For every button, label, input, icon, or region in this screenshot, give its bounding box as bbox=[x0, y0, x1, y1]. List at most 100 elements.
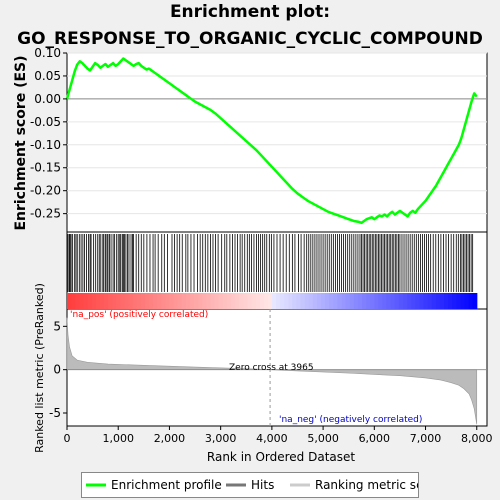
rank-color-segment bbox=[394, 293, 400, 309]
es-panel bbox=[66, 52, 488, 233]
rank-color-segment bbox=[443, 293, 449, 309]
rank-color-segment bbox=[255, 293, 261, 309]
x-tick-label: 7,000 bbox=[410, 432, 442, 445]
rank-color-segment bbox=[415, 293, 420, 309]
rank-color-segment bbox=[235, 293, 240, 309]
metric-ytick-label: 5 bbox=[53, 319, 61, 333]
rank-color-segment bbox=[181, 293, 187, 309]
zero-cross-label: Zero cross at 3965 bbox=[229, 363, 314, 373]
neg-label: 'na_neg' (negatively correlated) bbox=[279, 415, 422, 425]
rank-color-segment bbox=[243, 293, 248, 309]
rank-color-segment bbox=[349, 293, 355, 309]
rank-color-segment bbox=[427, 293, 433, 309]
es-ytick-label: -0.25 bbox=[30, 207, 61, 221]
es-ytick-label: 0.00 bbox=[34, 92, 61, 106]
rank-color-segment bbox=[460, 293, 466, 309]
rank-color-segment bbox=[357, 293, 363, 309]
rank-color-segment bbox=[107, 293, 113, 309]
rank-color-segment bbox=[398, 293, 404, 309]
rank-color-segment bbox=[362, 293, 367, 309]
rank-color-segment bbox=[411, 293, 416, 309]
rank-color-segment bbox=[333, 293, 339, 309]
rank-color-segment bbox=[198, 293, 203, 309]
rank-color-segment bbox=[382, 293, 388, 309]
rank-color-segment bbox=[292, 293, 298, 309]
rank-color-segment bbox=[148, 293, 154, 309]
rank-color-segment bbox=[165, 293, 171, 309]
pos-label: 'na_pos' (positively correlated) bbox=[70, 310, 208, 320]
rank-color-segment bbox=[161, 293, 166, 309]
rank-color-segment bbox=[136, 293, 142, 309]
rank-color-segment bbox=[452, 293, 457, 309]
rank-color-segment bbox=[202, 293, 207, 309]
rank-color-segment bbox=[140, 293, 146, 309]
rank-color-segment bbox=[173, 293, 179, 309]
rank-color-segment bbox=[71, 293, 76, 309]
x-tick-label: 5,000 bbox=[307, 432, 339, 445]
legend-metric-label: Ranking metric scores bbox=[315, 478, 418, 492]
rank-color-segment bbox=[280, 293, 285, 309]
rank-color-segment bbox=[99, 293, 105, 309]
metric-ytick-label: -5 bbox=[49, 406, 61, 420]
legend-hits-label: Hits bbox=[251, 478, 274, 492]
rank-color-segment bbox=[222, 293, 228, 309]
rank-color-segment bbox=[378, 293, 384, 309]
rank-color-segment bbox=[210, 293, 216, 309]
rank-color-segment bbox=[370, 293, 375, 309]
es-ytick-label: 0.05 bbox=[34, 69, 61, 83]
legend-profile-label: Enrichment profile bbox=[111, 478, 222, 492]
rank-color-segment bbox=[341, 293, 347, 309]
rank-color-segment bbox=[374, 293, 380, 309]
rank-color-segment bbox=[79, 293, 84, 309]
rank-color-segment bbox=[325, 293, 330, 309]
rank-color-segment bbox=[259, 293, 265, 309]
rank-color-segment bbox=[423, 293, 429, 309]
rank-color-segment bbox=[321, 293, 326, 309]
es-ytick-label: -0.20 bbox=[30, 184, 61, 198]
rank-color-segment bbox=[288, 293, 293, 309]
rank-color-segment bbox=[468, 293, 474, 309]
rank-color-segment bbox=[263, 293, 269, 309]
rank-color-segment bbox=[472, 293, 478, 309]
rank-color-segment bbox=[251, 293, 257, 309]
rank-color-segment bbox=[185, 293, 191, 309]
rank-color-segment bbox=[75, 293, 80, 309]
es-ylabel: Enrichment score (ES) bbox=[13, 55, 29, 230]
rank-color-segment bbox=[169, 293, 175, 309]
rank-color-segment bbox=[403, 293, 408, 309]
rank-color-segment bbox=[206, 293, 212, 309]
es-ytick-label: -0.15 bbox=[30, 161, 61, 175]
rank-color-segment bbox=[103, 293, 109, 309]
rank-color-segment bbox=[316, 293, 322, 309]
x-tick-label: 1,000 bbox=[102, 432, 134, 445]
rank-color-segment bbox=[464, 293, 470, 309]
rank-color-segment bbox=[284, 293, 289, 309]
legend: Enrichment profile Hits Ranking metric s… bbox=[81, 472, 419, 498]
rank-color-segment bbox=[157, 293, 162, 309]
rank-color-segment bbox=[407, 293, 412, 309]
rank-color-segment bbox=[337, 293, 343, 309]
x-axis-label: Rank in Ordered Dataset bbox=[207, 450, 355, 464]
x-tick-label: 4,000 bbox=[256, 432, 288, 445]
rank-color-segment bbox=[83, 293, 89, 309]
rank-color-segment bbox=[247, 293, 252, 309]
rank-color-segment bbox=[390, 293, 396, 309]
rank-color-segment bbox=[304, 293, 310, 309]
metric-ytick-label: 0 bbox=[53, 363, 61, 377]
rank-color-segment bbox=[194, 293, 199, 309]
chart-title-line2: GO_RESPONSE_TO_ORGANIC_CYCLIC_COMPOUND bbox=[17, 29, 483, 49]
rank-color-segment bbox=[112, 293, 117, 309]
rank-color-segment bbox=[435, 293, 441, 309]
es-ytick-label: -0.05 bbox=[30, 115, 61, 129]
x-tick-label: 3,000 bbox=[205, 432, 237, 445]
rank-color-segment bbox=[267, 293, 273, 309]
rank-color-segment bbox=[366, 293, 371, 309]
x-tick-label: 6,000 bbox=[359, 432, 391, 445]
rank-color-segment bbox=[296, 293, 302, 309]
enrichment-profile-line bbox=[65, 57, 478, 225]
rank-color-segment bbox=[87, 293, 93, 309]
x-tick-label: 0 bbox=[64, 432, 71, 445]
rank-color-segment bbox=[230, 293, 236, 309]
es-ytick-label: -0.10 bbox=[30, 138, 61, 152]
